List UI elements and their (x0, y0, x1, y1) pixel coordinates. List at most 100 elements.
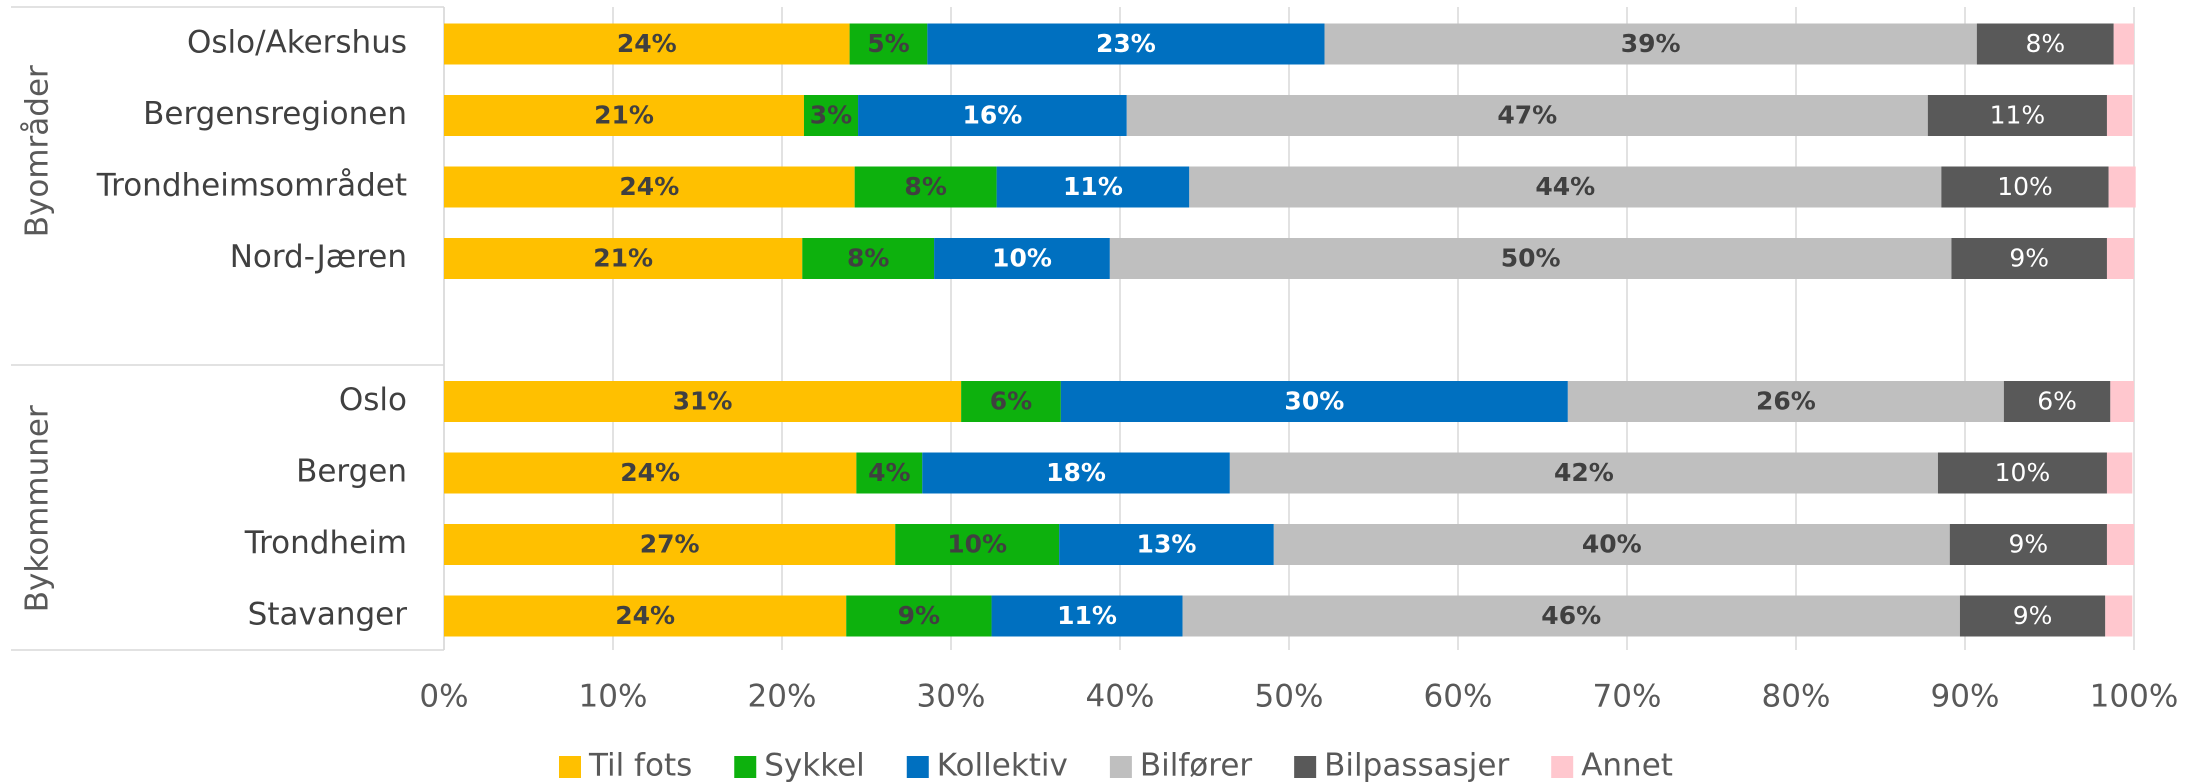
data-label: 27% (640, 530, 700, 559)
data-label: 47% (1497, 101, 1557, 130)
bar-segment (991, 595, 1183, 637)
data-label: 18% (1046, 458, 1106, 487)
bar-segment (803, 95, 859, 136)
bar-segment (2110, 381, 2134, 422)
bar-segment (2113, 23, 2134, 65)
data-label: 42% (1554, 458, 1614, 487)
y-tick-label: Nord-Jæren (230, 239, 407, 275)
bar-segment (444, 23, 850, 65)
bar-segment (444, 524, 896, 565)
legend-swatch (1109, 756, 1132, 778)
bar-segment (1949, 524, 2107, 565)
bar-segment (1229, 452, 1938, 494)
data-label: 9% (2009, 530, 2049, 559)
data-label: 21% (593, 244, 653, 273)
bar-segment (1189, 166, 1942, 208)
data-label: 8% (847, 244, 889, 273)
data-label: 8% (2025, 29, 2065, 58)
bar-segment (934, 238, 1110, 279)
bar-segment (2106, 452, 2133, 494)
bar-segment (856, 452, 923, 494)
legend-label: Sykkel (764, 748, 865, 784)
data-label: 21% (594, 101, 654, 130)
bar-segment (849, 23, 928, 65)
data-label: 44% (1535, 172, 1595, 201)
legend-swatch (734, 756, 757, 778)
bar-segment (1951, 238, 2107, 279)
x-tick-label: 0% (419, 679, 468, 715)
data-label: 40% (1582, 530, 1642, 559)
data-label: 50% (1501, 244, 1561, 273)
bar-segment (961, 381, 1061, 422)
data-label: 10% (992, 244, 1052, 273)
bar-segment (858, 95, 1127, 136)
bar-segment (2003, 381, 2111, 422)
data-label: 39% (1621, 29, 1681, 58)
data-label: 11% (1057, 601, 1117, 630)
x-tick-label: 30% (917, 679, 986, 715)
bar-segment (1567, 381, 2004, 422)
bar-segment (444, 238, 803, 279)
bar-segment (444, 95, 804, 136)
legend-swatch (559, 756, 581, 778)
bar-segment (846, 595, 992, 637)
bar-segment (444, 595, 847, 637)
bar-segment (2105, 595, 2133, 637)
data-label: 10% (1995, 458, 2051, 487)
data-label: 5% (867, 29, 909, 58)
data-label: 26% (1756, 387, 1816, 416)
data-label: 46% (1541, 601, 1601, 630)
legend-swatch (1294, 756, 1317, 778)
data-label: 10% (1997, 172, 2053, 201)
bar-segment (1182, 595, 1960, 637)
bar-segment (444, 381, 962, 422)
legend-label: Bilpassasjer (1324, 748, 1509, 784)
data-label: 9% (2013, 601, 2053, 630)
y-tick-label: Bergensregionen (143, 96, 407, 132)
data-label: 6% (2037, 387, 2077, 416)
data-label: 10% (947, 530, 1007, 559)
data-label: 23% (1096, 29, 1156, 58)
y-tick-label: Oslo (339, 382, 407, 418)
legend-label: Annet (1581, 748, 1673, 784)
y-tick-label: Trondheim (244, 525, 407, 561)
bar-segment (1976, 23, 2114, 65)
x-tick-label: 100% (2090, 679, 2179, 715)
bar-segment (1324, 23, 1977, 65)
x-tick-label: 90% (1931, 679, 2000, 715)
data-label: 6% (990, 387, 1032, 416)
data-label: 8% (904, 172, 946, 201)
x-tick-label: 10% (579, 679, 648, 715)
legend-swatch (906, 756, 929, 778)
x-tick-label: 50% (1255, 679, 1324, 715)
bar-segment (2106, 95, 2133, 136)
bar-segment (1937, 452, 2107, 494)
legend-label: Kollektiv (937, 748, 1068, 784)
bar-segment (444, 452, 857, 494)
data-label: 9% (2009, 244, 2049, 273)
bar-segment (1126, 95, 1928, 136)
bar-segment (1059, 524, 1274, 565)
bar-segment (854, 166, 997, 208)
data-label: 13% (1137, 530, 1197, 559)
bar-segment (802, 238, 935, 279)
y-tick-label: Stavanger (248, 597, 408, 633)
legend-swatch (1551, 756, 1574, 778)
bar-segment (2106, 238, 2134, 279)
x-tick-label: 80% (1762, 679, 1831, 715)
y-tick-label: Trondheimsområdet (96, 168, 407, 204)
x-tick-label: 60% (1424, 679, 1493, 715)
bar-segment (1959, 595, 2106, 637)
bar-segment (2106, 524, 2134, 565)
data-label: 24% (617, 29, 677, 58)
data-label: 24% (620, 458, 680, 487)
bar-segment (444, 166, 855, 208)
x-tick-label: 40% (1086, 679, 1155, 715)
data-label: 9% (898, 601, 940, 630)
bar-segment (1927, 95, 2107, 136)
x-tick-label: 70% (1593, 679, 1662, 715)
bar-segment (1273, 524, 1950, 565)
y-tick-label: Oslo/Akershus (187, 25, 407, 61)
data-label: 24% (619, 172, 679, 201)
